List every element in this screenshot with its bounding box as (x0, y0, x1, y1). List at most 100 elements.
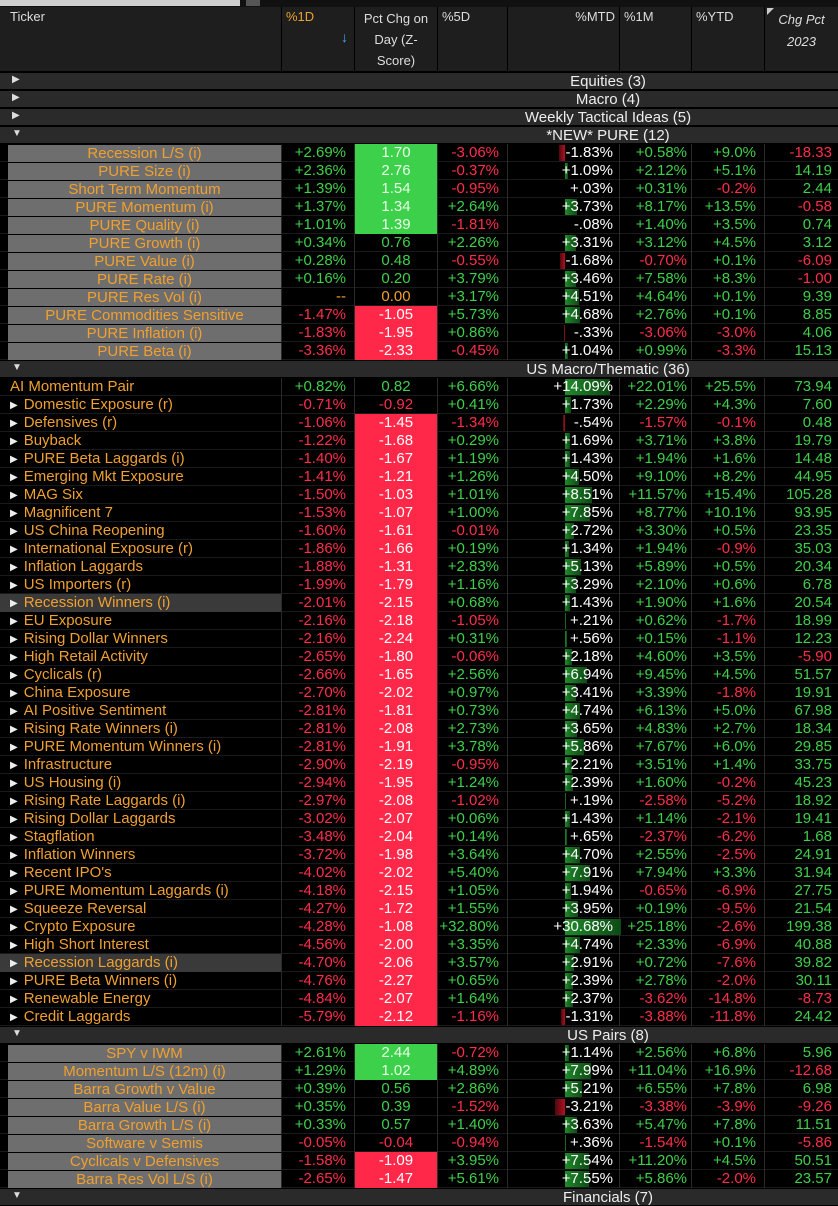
expand-triangle-icon[interactable]: ▶ (10, 454, 18, 465)
table-row[interactable]: ▶US China Reopening-1.60%-1.61-0.01%+2.7… (0, 522, 838, 540)
table-row[interactable]: ▶PURE Momentum Winners (i)-2.81%-1.91+3.… (0, 738, 838, 756)
table-row[interactable]: ▶Domestic Exposure (r)-0.71%-0.92+0.41%+… (0, 396, 838, 414)
group-header[interactable]: ▼US Pairs (8) (0, 1026, 838, 1043)
table-row[interactable]: ▶Rising Rate Laggards (i)-2.97%-2.08-1.0… (0, 792, 838, 810)
cell-ticker[interactable]: ▶EU Exposure (0, 612, 282, 630)
expand-triangle-icon[interactable]: ▶ (10, 778, 18, 789)
expand-triangle-icon[interactable]: ▶ (10, 670, 18, 681)
table-row[interactable]: PURE Quality (i)+1.01%1.39-1.81%-.08%+1.… (0, 216, 838, 234)
table-row[interactable]: Barra Growth v Value+0.39%0.56+2.86%+5.2… (0, 1080, 838, 1098)
header-1d[interactable]: %1D↓ (282, 7, 355, 71)
expand-triangle-icon[interactable]: ▶ (10, 958, 18, 969)
table-row[interactable]: ▶Recession Laggards (i)-4.70%-2.06+3.57%… (0, 954, 838, 972)
cell-ticker[interactable]: ▶Emerging Mkt Exposure (0, 468, 282, 486)
table-row[interactable]: ▶EU Exposure-2.16%-2.18-1.05%+.21%+0.62%… (0, 612, 838, 630)
group-header[interactable]: ▼*NEW* PURE (12) (0, 126, 838, 143)
header-mtd[interactable]: %MTD (508, 7, 620, 71)
cell-ticker[interactable]: ▶Infrastructure (0, 756, 282, 774)
cell-ticker[interactable]: ▶Rising Rate Laggards (i) (0, 792, 282, 810)
cell-ticker[interactable]: AI Momentum Pair (0, 378, 282, 396)
group-header[interactable]: ▼Financials (7) (0, 1188, 838, 1205)
cell-ticker[interactable]: ▶Stagflation (0, 828, 282, 846)
table-row[interactable]: ▶Buyback-1.22%-1.68+0.29%+1.69%+3.71%+3.… (0, 432, 838, 450)
cell-ticker[interactable]: ▶Rising Rate Winners (i) (0, 720, 282, 738)
table-row[interactable]: ▶Recession Winners (i)-2.01%-2.15+0.68%+… (0, 594, 838, 612)
table-row[interactable]: Short Term Momentum+1.39%1.54-0.95%+.03%… (0, 180, 838, 198)
launchpad-tab[interactable] (0, 0, 240, 6)
cell-ticker[interactable]: ▶Recession Winners (i) (0, 594, 282, 612)
table-row[interactable]: ▶China Exposure-2.70%-2.02+0.97%+3.41%+3… (0, 684, 838, 702)
table-row[interactable]: ▶Infrastructure-2.90%-2.19-0.95%+2.21%+3… (0, 756, 838, 774)
cell-ticker[interactable]: ▶Squeeze Reversal (0, 900, 282, 918)
table-row[interactable]: SPY v IWM+2.61%2.44-0.72%+1.14%+2.56%+6.… (0, 1044, 838, 1062)
table-row[interactable]: PURE Commodities Sensitive-1.47%-1.05+5.… (0, 306, 838, 324)
table-row[interactable]: ▶Crypto Exposure-4.28%-1.08+32.80%+30.68… (0, 918, 838, 936)
cell-ticker[interactable]: ▶US Importers (r) (0, 576, 282, 594)
table-row[interactable]: Barra Value L/S (i)+0.35%0.39-1.52%-3.21… (0, 1098, 838, 1116)
expand-triangle-icon[interactable]: ▶ (10, 886, 18, 897)
expand-triangle-icon[interactable]: ▶ (10, 760, 18, 771)
table-row[interactable]: Barra Growth L/S (i)+0.33%0.57+1.40%+3.6… (0, 1116, 838, 1134)
group-header[interactable]: ▶Equities (3) (0, 72, 838, 89)
expand-triangle-icon[interactable]: ▶ (10, 580, 18, 591)
table-row[interactable]: PURE Rate (i)+0.16%0.20+3.79%+3.46%+7.58… (0, 270, 838, 288)
cell-ticker[interactable]: PURE Quality (i) (8, 216, 282, 234)
expand-triangle-icon[interactable]: ▶ (10, 472, 18, 483)
expand-triangle-icon[interactable]: ▶ (10, 508, 18, 519)
table-row[interactable]: PURE Momentum (i)+1.37%1.34+2.64%+3.73%+… (0, 198, 838, 216)
cell-ticker[interactable]: ▶Defensives (r) (0, 414, 282, 432)
table-row[interactable]: Recession L/S (i)+2.69%1.70-3.06%-1.83%+… (0, 144, 838, 162)
expand-triangle-icon[interactable]: ▶ (10, 868, 18, 879)
cell-ticker[interactable]: ▶Cyclicals (r) (0, 666, 282, 684)
cell-ticker[interactable]: ▶PURE Beta Laggards (i) (0, 450, 282, 468)
cell-ticker[interactable]: ▶Magnificent 7 (0, 504, 282, 522)
table-row[interactable]: Momentum L/S (12m) (i)+1.29%1.02+4.89%+7… (0, 1062, 838, 1080)
cell-ticker[interactable]: PURE Rate (i) (8, 270, 282, 288)
cell-ticker[interactable]: ▶Credit Laggards (0, 1008, 282, 1026)
cell-ticker[interactable]: ▶US Housing (i) (0, 774, 282, 792)
cell-ticker[interactable]: Software v Semis (8, 1134, 282, 1152)
cell-ticker[interactable]: Barra Value L/S (i) (8, 1098, 282, 1116)
header-chg-2023[interactable]: Chg Pct 2023 (765, 7, 838, 71)
table-row[interactable]: ▶Recent IPO's-4.02%-2.02+5.40%+7.91%+7.9… (0, 864, 838, 882)
cell-ticker[interactable]: ▶High Retail Activity (0, 648, 282, 666)
cell-ticker[interactable]: PURE Res Vol (i) (8, 288, 282, 306)
expand-triangle-icon[interactable]: ▶ (10, 832, 18, 843)
cell-ticker[interactable]: ▶Rising Dollar Winners (0, 630, 282, 648)
cell-ticker[interactable]: ▶Inflation Laggards (0, 558, 282, 576)
cell-ticker[interactable]: Short Term Momentum (8, 180, 282, 198)
table-row[interactable]: ▶PURE Beta Winners (i)-4.76%-2.27+0.65%+… (0, 972, 838, 990)
sort-descending-icon[interactable]: ↓ (341, 29, 348, 45)
cell-ticker[interactable]: Barra Growth L/S (i) (8, 1116, 282, 1134)
table-row[interactable]: ▶Inflation Laggards-1.88%-1.31+2.83%+5.1… (0, 558, 838, 576)
table-row[interactable]: PURE Res Vol (i)--0.00+3.17%+4.51%+4.64%… (0, 288, 838, 306)
table-row[interactable]: PURE Inflation (i)-1.83%-1.95+0.86%-.33%… (0, 324, 838, 342)
expand-triangle-icon[interactable]: ▶ (10, 724, 18, 735)
table-row[interactable]: ▶Inflation Winners-3.72%-1.98+3.64%+4.70… (0, 846, 838, 864)
cell-ticker[interactable]: PURE Commodities Sensitive (8, 306, 282, 324)
expand-triangle-icon[interactable]: ▶ (10, 688, 18, 699)
cell-ticker[interactable]: ▶US China Reopening (0, 522, 282, 540)
cell-ticker[interactable]: Momentum L/S (12m) (i) (8, 1062, 282, 1080)
cell-ticker[interactable]: Cyclicals v Defensives (8, 1152, 282, 1170)
cell-ticker[interactable]: PURE Inflation (i) (8, 324, 282, 342)
cell-ticker[interactable]: PURE Growth (i) (8, 234, 282, 252)
table-row[interactable]: ▶Rising Dollar Laggards-3.02%-2.07+0.06%… (0, 810, 838, 828)
group-header[interactable]: ▼US Macro/Thematic (36) (0, 360, 838, 377)
cell-ticker[interactable]: Recession L/S (i) (8, 144, 282, 162)
table-row[interactable]: ▶PURE Beta Laggards (i)-1.40%-1.67+1.19%… (0, 450, 838, 468)
header-ytd[interactable]: %YTD (692, 7, 765, 71)
cell-ticker[interactable]: ▶High Short Interest (0, 936, 282, 954)
table-row[interactable]: ▶Defensives (r)-1.06%-1.45-1.34%-.54%-1.… (0, 414, 838, 432)
expand-triangle-icon[interactable]: ▶ (10, 706, 18, 717)
table-row[interactable]: ▶Squeeze Reversal-4.27%-1.72+1.55%+3.95%… (0, 900, 838, 918)
expand-triangle-icon[interactable]: ▶ (10, 634, 18, 645)
header-5d[interactable]: %5D (438, 7, 508, 71)
expand-triangle-icon[interactable]: ▶ (10, 598, 18, 609)
cell-ticker[interactable]: ▶PURE Beta Winners (i) (0, 972, 282, 990)
table-row[interactable]: ▶MAG Six-1.50%-1.03+1.01%+8.51%+11.57%+1… (0, 486, 838, 504)
table-row[interactable]: ▶High Retail Activity-2.65%-1.80-0.06%+2… (0, 648, 838, 666)
expand-triangle-icon[interactable]: ▶ (10, 940, 18, 951)
cell-ticker[interactable]: PURE Momentum (i) (8, 198, 282, 216)
group-header[interactable]: ▶Macro (4) (0, 90, 838, 107)
